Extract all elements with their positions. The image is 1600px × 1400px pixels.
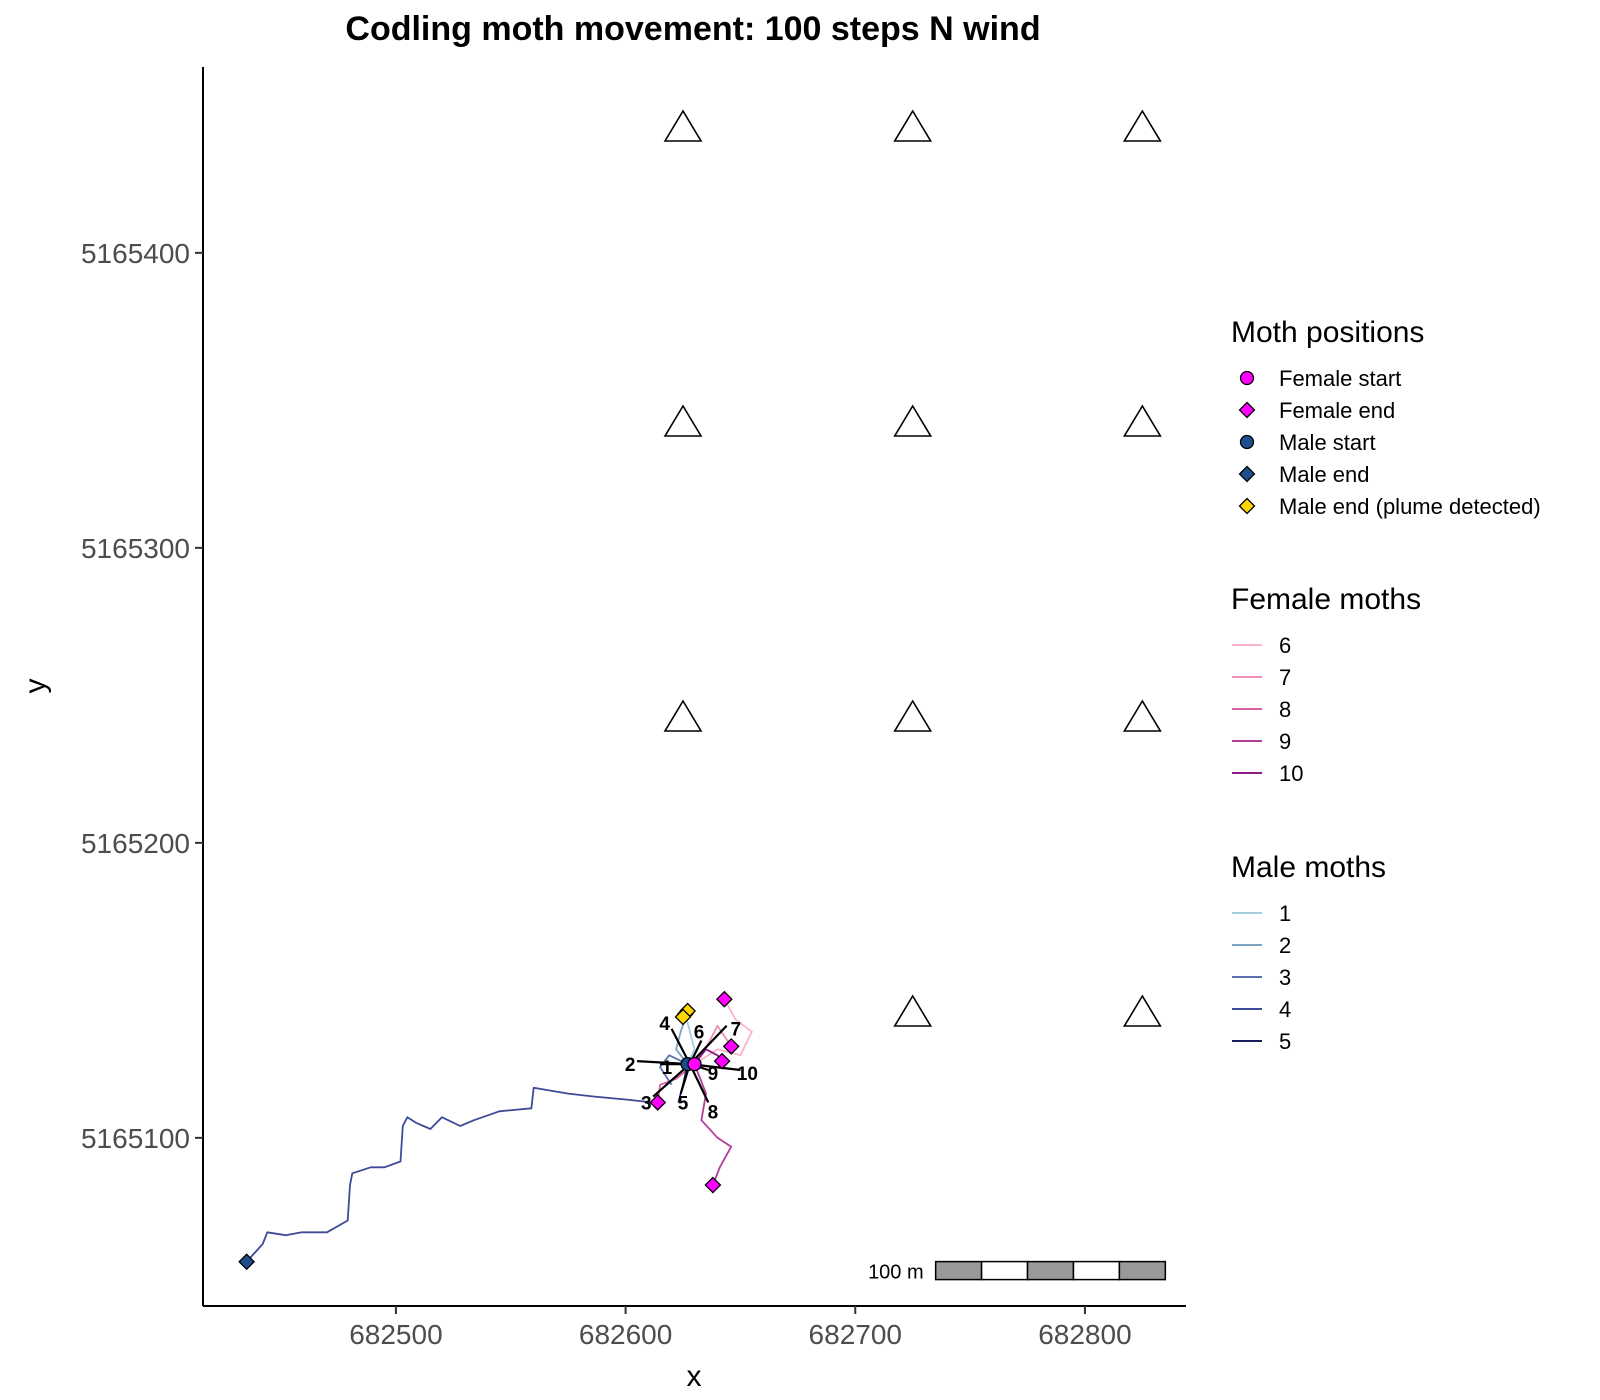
trap-triangle-6 — [663, 699, 703, 732]
y-tick-label-3: 5165400 — [81, 238, 190, 269]
moth-label-3: 3 — [641, 1093, 652, 1114]
legend-key-0-2 — [1239, 434, 1255, 450]
scale-bar: 100 m — [868, 1260, 1167, 1284]
scale-bar-segment-3 — [1072, 1260, 1121, 1281]
legend-label-0-1: Female end — [1279, 398, 1395, 423]
x-axis-title: x — [687, 1360, 702, 1393]
male-track-3 — [659, 1054, 688, 1086]
moth-label-7: 7 — [731, 1020, 742, 1041]
legend-key-0-4 — [1238, 497, 1256, 515]
x-axis-ticks: 682500 682600 682700 682800 — [349, 1306, 1132, 1350]
trap-triangle-4 — [893, 404, 933, 437]
moth-label-8: 8 — [708, 1102, 719, 1123]
trap-triangle-10 — [1122, 994, 1162, 1027]
legend-label-0-4: Male end (plume detected) — [1279, 494, 1541, 519]
female-track-9 — [693, 1063, 733, 1186]
female-track-6 — [694, 998, 753, 1065]
moth-label-2: 2 — [625, 1055, 636, 1076]
male-end-point-0 — [238, 1253, 256, 1271]
moth-label-4: 4 — [659, 1014, 670, 1035]
y-axis-title: y — [19, 679, 52, 694]
trap-triangle-2 — [1122, 109, 1162, 142]
x-tick-label-1: 682600 — [579, 1319, 672, 1350]
legend-title-0: Moth positions — [1231, 316, 1424, 349]
chart-title: Codling moth movement: 100 steps N wind — [345, 10, 1040, 48]
legend-label-1-2: 8 — [1279, 697, 1291, 722]
female-end-point-2 — [649, 1094, 667, 1111]
female-end-point-4 — [713, 1052, 731, 1070]
male-track-1 — [684, 1013, 696, 1065]
moth-label-9: 9 — [708, 1064, 719, 1085]
y-tick-label-2: 5165300 — [81, 533, 190, 564]
legend-key-0-1 — [1238, 401, 1256, 419]
scale-bar-label: 100 m — [868, 1262, 924, 1284]
trap-triangle-8 — [1122, 699, 1162, 732]
scale-bar-segment-0 — [934, 1260, 983, 1281]
y-tick-label-0: 5165100 — [81, 1123, 190, 1154]
legend-label-2-3: 4 — [1279, 997, 1291, 1022]
moth-label-6: 6 — [694, 1023, 705, 1044]
legend-label-2-4: 5 — [1279, 1029, 1291, 1054]
x-tick-label-3: 682800 — [1038, 1319, 1131, 1350]
legend-label-1-3: 9 — [1279, 729, 1291, 754]
legend-label-0-3: Male end — [1279, 462, 1370, 487]
female-end-point-1 — [722, 1037, 740, 1055]
legend-label-0-0: Female start — [1279, 366, 1401, 391]
scale-bar-segment-1 — [980, 1260, 1029, 1281]
scale-bar-segment-2 — [1026, 1260, 1075, 1281]
scale-bar-segment-4 — [1118, 1260, 1167, 1281]
legend-title-2: Male moths — [1231, 851, 1386, 884]
legend-label-1-4: 10 — [1279, 761, 1303, 786]
male-end-plume-point-2 — [674, 1008, 692, 1026]
trap-triangle-9 — [893, 994, 933, 1027]
trap-triangle-7 — [893, 699, 933, 732]
legend-title-1: Female moths — [1231, 583, 1421, 616]
moth-label-10: 10 — [737, 1064, 758, 1085]
x-tick-label-0: 682500 — [349, 1319, 442, 1350]
trap-triangle-0 — [663, 109, 703, 142]
y-tick-label-1: 5165200 — [81, 828, 190, 859]
female-start-point-0 — [687, 1056, 702, 1072]
legend-label-1-1: 7 — [1279, 665, 1291, 690]
legend-label-2-2: 3 — [1279, 965, 1291, 990]
legend-label-2-1: 2 — [1279, 933, 1291, 958]
trap-triangle-5 — [1122, 404, 1162, 437]
female-end-point-3 — [704, 1176, 722, 1194]
male-track-4 — [245, 1086, 654, 1263]
trap-triangle-3 — [663, 404, 703, 437]
moth-label-5: 5 — [678, 1093, 689, 1114]
legend: Moth positions Female start Female end Male… — [1231, 316, 1541, 1054]
legend-label-0-2: Male start — [1279, 430, 1376, 455]
legend-label-2-0: 1 — [1279, 901, 1291, 926]
female-end-point-0 — [715, 990, 733, 1008]
y-axis-ticks: 5165100 5165200 5165300 5165400 — [81, 238, 203, 1154]
legend-label-1-0: 6 — [1279, 633, 1291, 658]
moth-label-1: 1 — [662, 1058, 673, 1079]
x-tick-label-2: 682700 — [809, 1319, 902, 1350]
legend-key-0-0 — [1239, 370, 1255, 386]
trap-triangle-1 — [893, 109, 933, 142]
legend-key-0-3 — [1238, 465, 1256, 483]
